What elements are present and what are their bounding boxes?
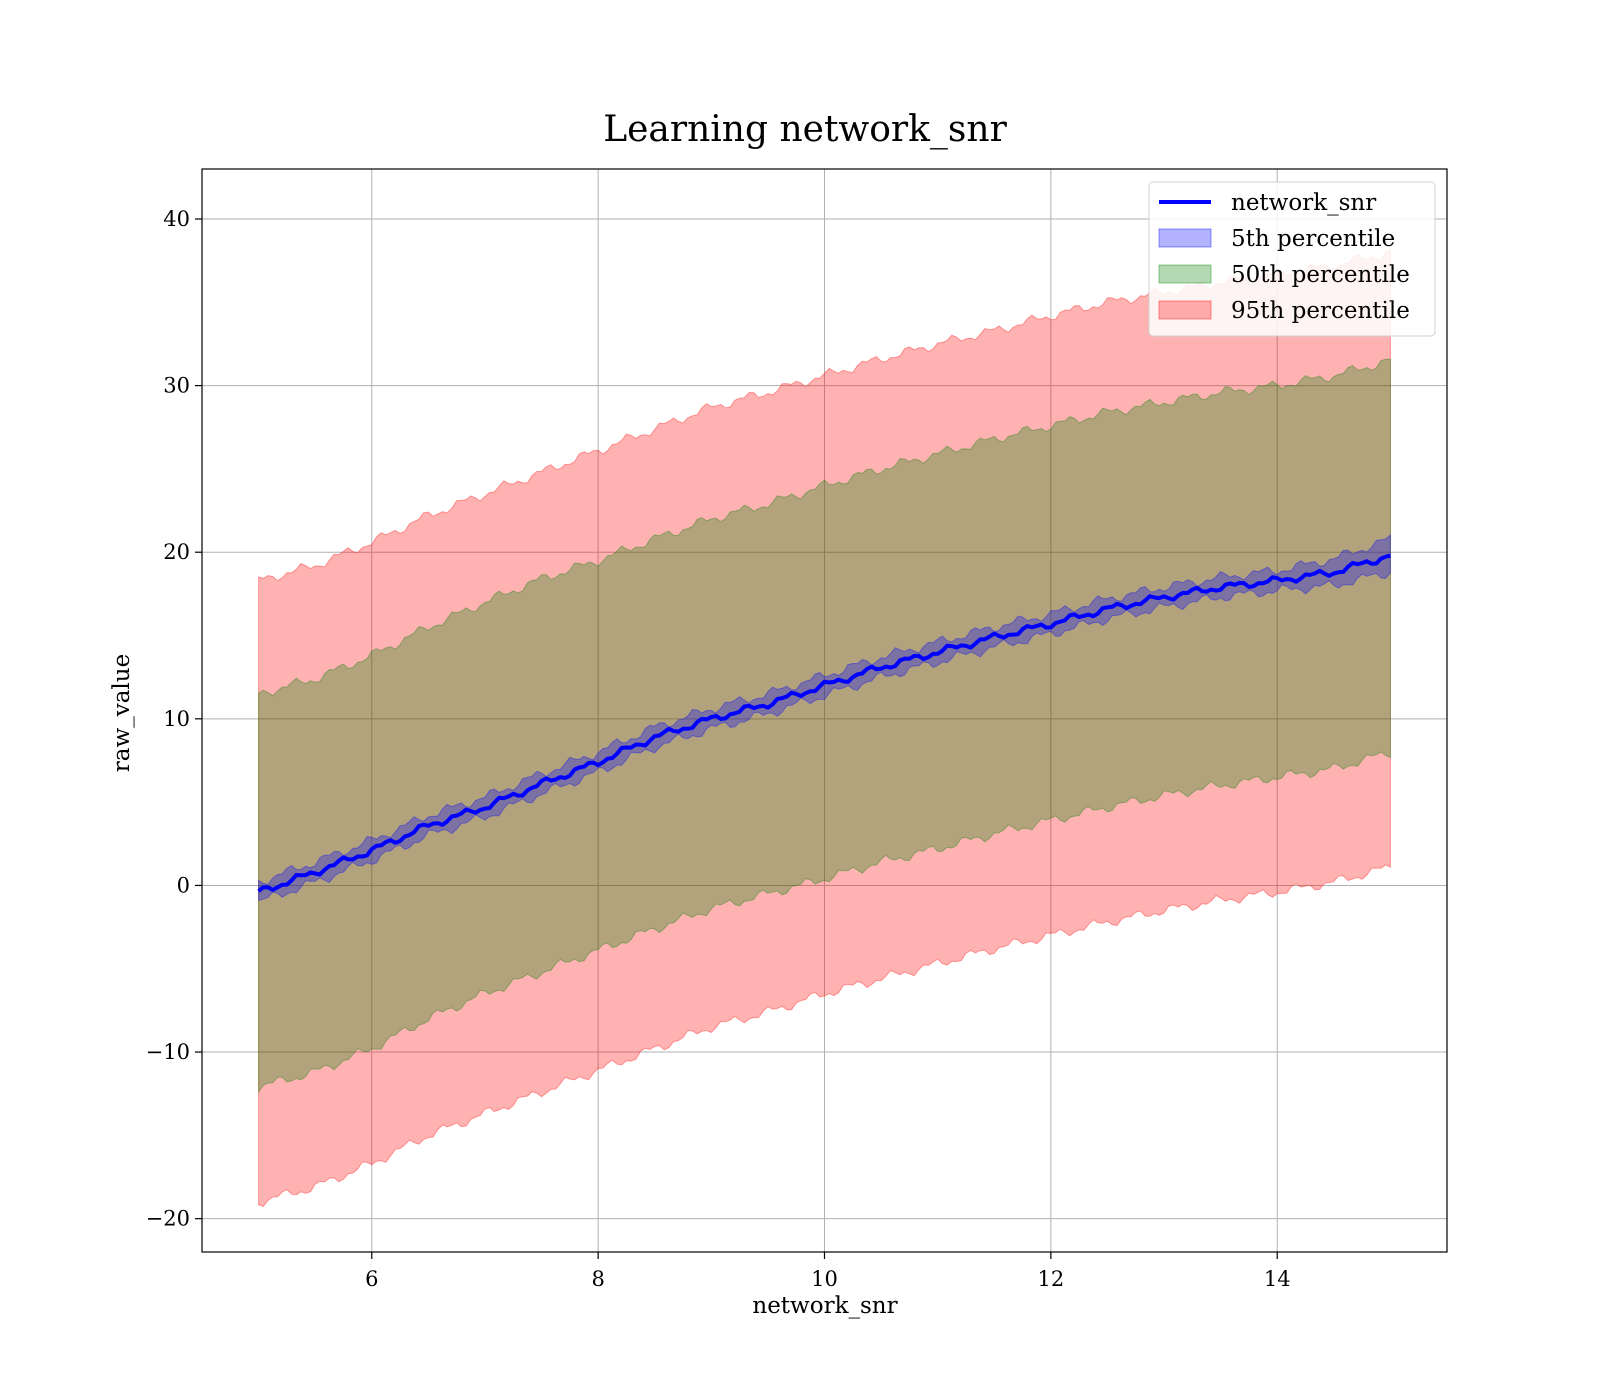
x-axis-label: network_snr xyxy=(752,1293,897,1319)
x-axis-ticks: 6 8 10 12 14 xyxy=(365,1252,1291,1291)
y-tick-label: 10 xyxy=(163,707,190,731)
legend-label: network_snr xyxy=(1231,190,1376,216)
legend-swatch-band xyxy=(1158,228,1212,248)
legend-label: 50th percentile xyxy=(1231,262,1410,288)
y-tick-label: −10 xyxy=(146,1040,190,1064)
line-network_snr xyxy=(257,553,1391,893)
x-tick-label: 12 xyxy=(1037,1267,1064,1291)
grid xyxy=(202,169,1447,1252)
x-tick-label: 10 xyxy=(811,1267,838,1291)
legend: network_snr 5th percentile 50th percentile… xyxy=(1148,181,1436,337)
legend-swatch-band xyxy=(1158,300,1212,320)
band-95th-percentile xyxy=(258,248,1391,1207)
legend-swatch-band xyxy=(1158,264,1212,284)
legend-label: 95th percentile xyxy=(1231,298,1410,324)
y-tick-label: 30 xyxy=(163,374,190,398)
series-lines xyxy=(257,553,1391,893)
x-tick-label: 14 xyxy=(1264,1267,1291,1291)
y-tick-label: 40 xyxy=(163,207,190,231)
legend-label: 5th percentile xyxy=(1231,226,1395,252)
band-5th-percentile xyxy=(258,533,1391,902)
y-axis-ticks: −20 −10 0 10 20 30 40 xyxy=(146,207,202,1231)
y-tick-label: −20 xyxy=(146,1207,190,1231)
band-50th-percentile xyxy=(258,358,1391,1094)
legend-box xyxy=(1148,181,1436,337)
y-tick-label: 20 xyxy=(163,540,190,564)
x-tick-label: 6 xyxy=(365,1267,378,1291)
y-axis-label: raw_value xyxy=(109,654,135,772)
percentile-bands xyxy=(258,248,1391,1207)
x-tick-label: 8 xyxy=(591,1267,604,1291)
y-tick-label: 0 xyxy=(177,873,190,897)
chart-title: Learning network_snr xyxy=(603,109,1007,150)
